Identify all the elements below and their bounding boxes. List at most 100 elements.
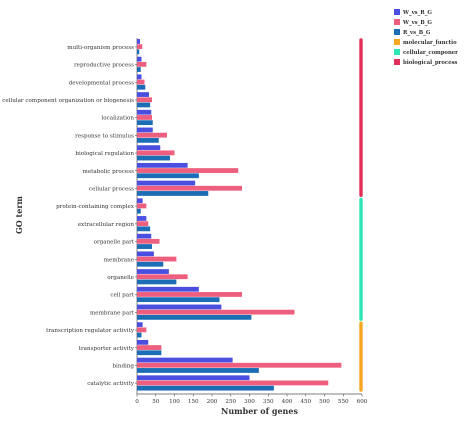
x-tick-label: 50 (152, 399, 160, 405)
bar-r-vs-b-g (137, 120, 153, 126)
bar-w-vs-r-g (137, 109, 152, 115)
bar-w-vs-r-g (137, 233, 152, 239)
bar-w-vs-r-g (137, 322, 143, 328)
bar-w-vs-b-g (137, 256, 177, 262)
bar-w-vs-b-g (137, 292, 242, 297)
category-label: localization (102, 116, 135, 122)
bar-w-vs-b-g (137, 79, 145, 85)
bar-r-vs-b-g (137, 332, 142, 338)
x-tick-label: 300 (244, 399, 255, 405)
legend-entry: cellular_componer (403, 50, 458, 56)
bar-w-vs-b-g (137, 362, 342, 368)
x-tick-label: 500 (319, 399, 330, 405)
category-label: membrane (104, 257, 135, 263)
category-label: extracellular region (78, 222, 135, 228)
category-label: catalytic activity (87, 381, 135, 387)
x-tick-label: 150 (188, 399, 199, 405)
bar-w-vs-b-g (137, 150, 175, 156)
category-label: transcription regulator activity (46, 328, 135, 334)
bar-w-vs-b-g (137, 221, 149, 227)
legend-swatch (394, 9, 400, 15)
x-tick-label: 250 (225, 399, 236, 405)
bar-r-vs-b-g (137, 350, 162, 356)
bar-w-vs-b-g (137, 115, 152, 120)
bar-w-vs-r-g (137, 74, 142, 80)
bar-r-vs-b-g (137, 261, 164, 267)
bar-w-vs-r-g (137, 127, 153, 133)
legend-entry: W_vs_R_G (402, 10, 432, 16)
bar-w-vs-b-g (137, 380, 329, 386)
bar-w-vs-r-g (137, 286, 199, 292)
category-label: protein-containing complex (56, 204, 135, 210)
bar-w-vs-b-g (137, 185, 242, 191)
bar-w-vs-b-g (137, 97, 152, 103)
legend-entry: molecular_functio (403, 40, 457, 46)
bar-w-vs-b-g (137, 168, 239, 173)
bar-r-vs-b-g (137, 173, 199, 179)
x-tick-label: 450 (300, 399, 311, 405)
x-tick-label: 0 (135, 399, 139, 405)
category-label: organelle (107, 275, 134, 281)
x-tick-label: 400 (282, 399, 293, 405)
bar-r-vs-b-g (137, 385, 274, 391)
y-axis-title: GO term (14, 195, 24, 234)
bar-w-vs-b-g (137, 309, 295, 315)
bar-w-vs-r-g (137, 145, 161, 151)
bar-r-vs-b-g (137, 226, 151, 232)
legend-entry: biological_process (403, 60, 457, 66)
bar-w-vs-r-g (137, 56, 142, 62)
legend-swatch (394, 59, 400, 65)
bar-r-vs-b-g (137, 314, 252, 320)
category-label: membrane part (90, 310, 135, 316)
x-tick-label: 100 (169, 399, 180, 405)
bar-r-vs-b-g (137, 67, 141, 72)
category-label: organelle part (94, 240, 135, 246)
x-axis-title: Number of genes (221, 406, 298, 416)
bar-w-vs-r-g (137, 304, 222, 310)
category-label: cell part (110, 293, 134, 299)
bar-r-vs-b-g (137, 49, 140, 55)
bar-w-vs-r-g (137, 39, 140, 44)
bar-r-vs-b-g (137, 368, 259, 373)
category-label: response to stimulus (75, 133, 134, 139)
bar-r-vs-b-g (137, 208, 141, 214)
category-label: developmental process (69, 80, 134, 86)
bar-r-vs-b-g (137, 137, 159, 143)
category-label: reproductive process (74, 63, 134, 69)
bar-w-vs-b-g (137, 238, 160, 244)
bar-w-vs-r-g (137, 198, 143, 204)
bar-w-vs-b-g (137, 132, 167, 138)
bar-r-vs-b-g (137, 191, 209, 196)
bar-w-vs-r-g (137, 357, 233, 363)
bar-w-vs-b-g (137, 327, 147, 333)
category-label: cellular process (89, 186, 134, 192)
x-tick-label: 200 (207, 399, 218, 405)
bar-r-vs-b-g (137, 84, 146, 90)
bar-w-vs-r-g (137, 216, 147, 221)
bar-w-vs-r-g (137, 251, 154, 257)
bar-w-vs-r-g (137, 269, 169, 274)
bar-r-vs-b-g (137, 297, 220, 303)
bar-r-vs-b-g (137, 279, 177, 285)
bar-w-vs-b-g (137, 203, 147, 209)
bar-w-vs-r-g (137, 339, 149, 345)
category-label: metabolic process (83, 169, 135, 175)
bar-w-vs-r-g (137, 180, 196, 186)
bar-w-vs-b-g (137, 274, 188, 280)
bar-r-vs-b-g (137, 244, 152, 249)
bar-w-vs-r-g (137, 92, 149, 97)
bar-r-vs-b-g (137, 102, 151, 108)
x-tick-label: 550 (338, 399, 349, 405)
category-label: biological regulation (75, 151, 134, 157)
x-tick-label: 350 (263, 399, 274, 405)
category-label: transporter activity (79, 346, 135, 352)
category-label: binding (112, 363, 134, 369)
legend-entry: W_vs_B_G (402, 20, 432, 26)
category-label: cellular component organization or bioge… (2, 98, 134, 104)
bar-w-vs-b-g (137, 345, 162, 350)
bar-w-vs-r-g (137, 375, 250, 381)
x-tick-label: 600 (357, 399, 368, 405)
legend-swatch (394, 49, 400, 55)
